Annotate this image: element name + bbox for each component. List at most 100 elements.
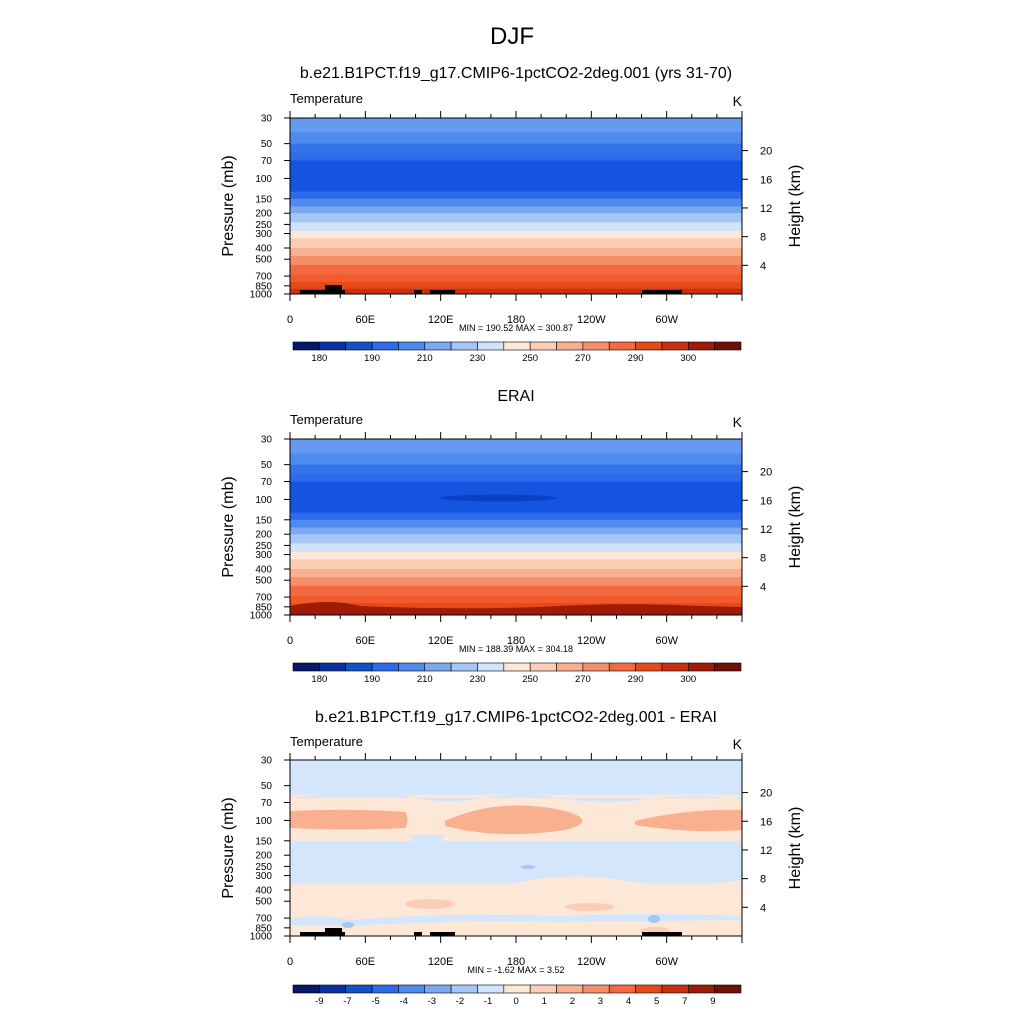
x-tick-label: 180 xyxy=(507,635,525,647)
contour-band xyxy=(290,840,742,884)
right-tick-label: 4 xyxy=(760,581,766,593)
right-tick-label: 20 xyxy=(760,788,772,800)
y-axis-title-right: Height (km) xyxy=(787,807,804,890)
y-tick-label: 850 xyxy=(255,923,272,934)
contour-band xyxy=(290,453,742,466)
y-tick-label: 200 xyxy=(255,209,272,220)
contour-band xyxy=(290,238,742,249)
min-max-stats: MIN = 190.52 MAX = 300.87 xyxy=(459,323,573,333)
warm-anomaly xyxy=(290,809,408,830)
colorbar-swatch xyxy=(661,341,689,351)
colorbar-label: 230 xyxy=(470,353,486,364)
y-tick-label: 150 xyxy=(255,515,272,526)
contour-band xyxy=(290,595,742,604)
contour-band xyxy=(290,282,742,290)
colorbar-label: 2 xyxy=(570,996,575,1007)
min-max-stats: MIN = 188.39 MAX = 304.18 xyxy=(459,644,573,654)
x-tick-label: 120E xyxy=(428,314,454,326)
y-tick-label: 1000 xyxy=(250,611,273,622)
y-tick-label: 250 xyxy=(255,862,272,873)
colorbar-label: 9 xyxy=(710,996,715,1007)
contour-band xyxy=(290,160,742,193)
cool-tongue xyxy=(290,792,742,803)
y-tick-label: 100 xyxy=(255,174,272,185)
colorbar-swatch xyxy=(345,984,373,994)
y-tick-label: 700 xyxy=(255,593,272,604)
colorbar-swatch xyxy=(503,984,531,994)
colorbar-swatch xyxy=(345,341,373,351)
y-tick-label: 30 xyxy=(261,756,273,767)
contour-band xyxy=(290,569,742,578)
colorbar-label: 290 xyxy=(628,674,644,685)
cool-spot xyxy=(521,865,535,869)
panel-erai: ERAI Temperature K Pressure (mb) Height … xyxy=(220,388,804,685)
topography xyxy=(300,928,682,936)
panel-title: b.e21.B1PCT.f19_g17.CMIP6-1pctCO2-2deg.0… xyxy=(300,65,732,82)
x-tick-label: 120W xyxy=(577,314,606,326)
y-tick-label: 30 xyxy=(261,114,273,125)
colorbar-swatch xyxy=(687,662,715,672)
colorbar-swatch xyxy=(477,662,505,672)
y-tick-label: 250 xyxy=(255,220,272,231)
contour-band xyxy=(290,585,742,597)
right-tick-label: 8 xyxy=(760,553,766,565)
x-tick-label: 0 xyxy=(287,635,293,647)
x-tick-label: 120E xyxy=(428,956,454,968)
y-tick-label: 850 xyxy=(255,602,272,613)
y-tick-label: 150 xyxy=(255,194,272,205)
right-tick-label: 4 xyxy=(760,260,766,272)
topography-block xyxy=(642,290,682,294)
colorbar-swatch xyxy=(398,984,426,994)
colorbar-label: 4 xyxy=(626,996,631,1007)
y-axis-title-left: Pressure (mb) xyxy=(220,797,237,898)
y-tick-label: 200 xyxy=(255,851,272,862)
x-tick-label: 60E xyxy=(356,956,376,968)
colorbar-swatch xyxy=(371,662,399,672)
colorbar-label: 180 xyxy=(311,353,327,364)
x-ticks: 0 60E 120E 180 120W 60W xyxy=(287,753,743,968)
x-tick-label: 60E xyxy=(356,314,376,326)
plot-area xyxy=(290,118,742,294)
x-ticks: 0 60E 120E 180 120W 60W xyxy=(287,432,743,647)
colorbar-swatch xyxy=(292,341,320,351)
colorbar-swatch xyxy=(582,341,610,351)
contour-bands xyxy=(290,439,742,615)
colorbar-swatch xyxy=(424,341,452,351)
y-tick-label: 100 xyxy=(255,816,272,827)
x-tick-label: 60W xyxy=(655,635,678,647)
cool-dip xyxy=(405,835,445,852)
colorbar-label: 190 xyxy=(364,674,380,685)
colorbar-label: 230 xyxy=(470,674,486,685)
contour-band xyxy=(290,473,742,483)
colorbar-swatch xyxy=(608,662,636,672)
y-tick-label: 70 xyxy=(261,477,273,488)
colorbar-label: -1 xyxy=(484,996,492,1007)
colorbar-swatch xyxy=(398,662,426,672)
x-tick-label: 120W xyxy=(577,635,606,647)
warm-anomaly xyxy=(565,903,615,911)
y-tick-label: 100 xyxy=(255,495,272,506)
contour-band xyxy=(290,213,742,223)
colorbar-swatch xyxy=(477,341,505,351)
colorbar-label: -7 xyxy=(343,996,351,1007)
colorbar-swatch xyxy=(292,984,320,994)
contour-band xyxy=(290,248,742,257)
colorbar-label: -9 xyxy=(315,996,323,1007)
colorbar-swatch xyxy=(635,662,663,672)
right-tick-label: 16 xyxy=(760,174,772,186)
panel-title: b.e21.B1PCT.f19_g17.CMIP6-1pctCO2-2deg.0… xyxy=(315,709,717,726)
colorbar-label: 300 xyxy=(680,674,696,685)
plot-area xyxy=(290,760,742,936)
y-ticks-right: 20 16 12 8 4 xyxy=(742,788,772,914)
colorbar-label: 180 xyxy=(311,674,327,685)
y-tick-label: 250 xyxy=(255,541,272,552)
x-tick-label: 180 xyxy=(507,956,525,968)
y-tick-label: 50 xyxy=(261,460,273,471)
y-tick-label: 700 xyxy=(255,272,272,283)
topography-block xyxy=(414,932,422,936)
colorbar-swatch xyxy=(424,984,452,994)
colorbar-swatch xyxy=(503,341,531,351)
contour-band xyxy=(290,534,742,544)
right-tick-label: 4 xyxy=(760,902,766,914)
